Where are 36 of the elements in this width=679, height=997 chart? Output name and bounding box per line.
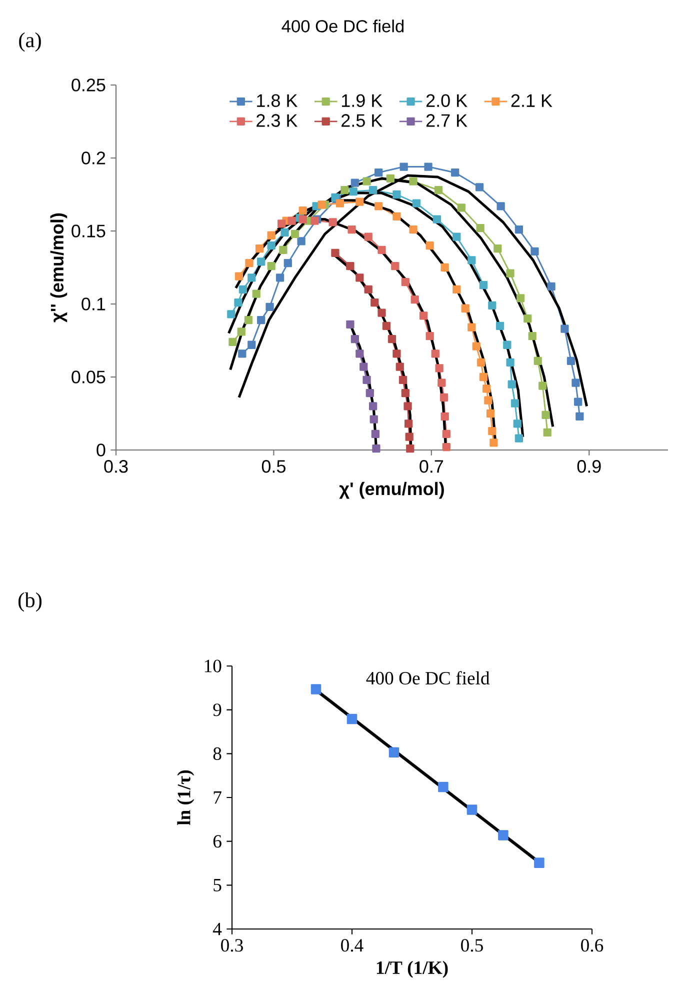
y-tick-label: 7 (214, 791, 222, 804)
legend-label: 2.7 K (426, 114, 468, 127)
x-axis-title: 1/T (1/K) (376, 960, 448, 978)
legend-label: 2.5 K (342, 114, 382, 127)
legend-label: 1.8 K (257, 94, 298, 107)
y-tick-label: 10 (204, 660, 222, 672)
y-tick-label: 0.1 (82, 298, 106, 310)
y-tick-label: 8 (213, 747, 222, 760)
x-tick-label: 0.4 (341, 939, 364, 952)
x-tick-label: 0.3 (104, 460, 128, 473)
x-tick-label: 0.5 (262, 460, 286, 473)
y-tick-label: 6 (213, 835, 222, 848)
y-tick-label: 0.15 (72, 224, 106, 238)
y-tick-label: 0.2 (82, 152, 106, 164)
legend-label: 2.0 K (426, 94, 468, 107)
text: (a) (19, 32, 41, 52)
x-tick-label: 0.9 (577, 460, 601, 473)
y-tick-label: 5 (214, 878, 222, 892)
x-tick-label: 0.3 (221, 939, 243, 952)
x-tick-label: 0.5 (461, 939, 483, 952)
y-tick-label: 9 (213, 704, 222, 716)
y-tick-label: 0.05 (72, 370, 106, 384)
chart-title: 400 Oe DC field (366, 671, 490, 685)
chart-title: 400 Oe DC field (282, 20, 404, 32)
x-axis-title: χ' (emu/mol) (339, 482, 444, 499)
legend-label: 2.3 K (256, 114, 298, 127)
legend-label: 2.1 K (511, 94, 552, 107)
y-tick-label: 0 (96, 444, 106, 456)
x-tick-label: 0.7 (420, 460, 444, 473)
y-axis-title: ln (1/τ) (177, 770, 194, 826)
y-axis-title: χ'' (emu/mol) (50, 213, 68, 322)
x-tick-label: 0.6 (581, 939, 604, 952)
y-tick-label: 0.25 (72, 78, 106, 92)
y-tick-label: 4 (212, 922, 222, 936)
text: (b) (18, 592, 42, 612)
legend-label: 1.9 K (342, 94, 382, 107)
